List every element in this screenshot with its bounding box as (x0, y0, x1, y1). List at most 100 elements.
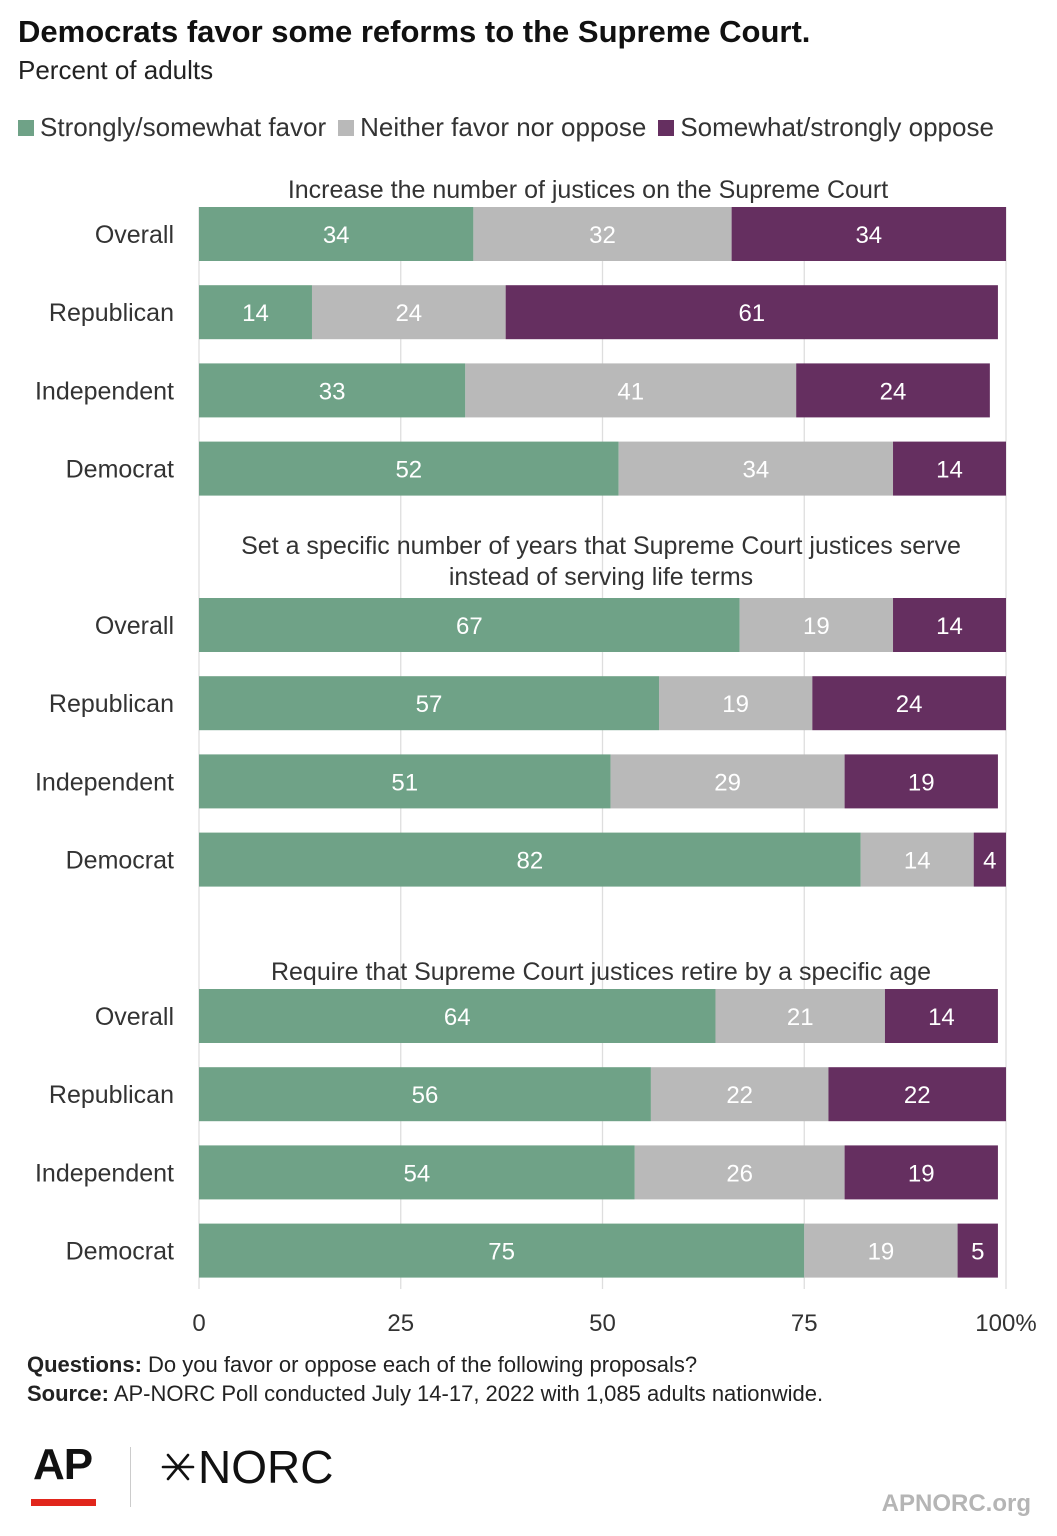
bar-value-label: 21 (787, 1004, 814, 1031)
panel-title: Require that Supreme Court justices reti… (271, 958, 931, 986)
bar-segment (796, 363, 990, 418)
row-label: Republican (49, 690, 174, 718)
row-label: Democrat (66, 1238, 174, 1266)
norc-star-icon (161, 1453, 195, 1481)
bar-segment (199, 989, 716, 1043)
bar-value-label: 24 (395, 300, 422, 327)
bar-segment (618, 441, 894, 496)
bar-segment (199, 441, 619, 496)
bar-value-label: 22 (726, 1082, 753, 1109)
ap-logo-underline (31, 1499, 96, 1506)
bar-value-label: 19 (908, 769, 935, 796)
bar-value-label: 67 (456, 613, 483, 640)
bar-segment (893, 598, 1006, 652)
questions-note: Questions: Do you favor or oppose each o… (27, 1350, 823, 1379)
chart-notes: Questions: Do you favor or oppose each o… (27, 1350, 823, 1408)
logo-divider (130, 1447, 131, 1507)
bar-segment (610, 754, 845, 809)
bar-value-label: 57 (416, 691, 443, 718)
bar-segment (199, 363, 466, 418)
source-text: AP-NORC Poll conducted July 14-17, 2022 … (108, 1381, 824, 1406)
bar-segment (844, 754, 998, 809)
bar-segment (658, 676, 813, 731)
bar-value-label: 34 (323, 222, 350, 249)
panel-title: Increase the number of justices on the S… (288, 176, 888, 204)
bar-segment (650, 1067, 829, 1122)
bar-value-label: 24 (880, 378, 907, 405)
row-label: Overall (95, 1003, 174, 1031)
bar-value-label: 33 (319, 378, 346, 405)
bar-segment (812, 676, 1006, 731)
x-tick-label: 75 (791, 1310, 818, 1337)
bar-value-label: 14 (936, 613, 963, 640)
bar-value-label: 75 (488, 1239, 515, 1266)
bar-value-label: 14 (242, 300, 269, 327)
bar-segment (199, 832, 861, 887)
bar-value-label: 19 (868, 1239, 895, 1266)
panel-title: Set a specific number of years that Supr… (241, 532, 961, 560)
bar-value-label: 82 (517, 848, 544, 875)
norc-logo: NORC (160, 1440, 333, 1494)
bar-segment (505, 285, 998, 340)
bar-segment (893, 441, 1006, 496)
legend-item-favor: Strongly/somewhat favor (18, 112, 326, 143)
bar-segment (957, 1223, 998, 1278)
stacked-bar-chart: 0 25 50 75 100% Increase the number of justic… (35, 176, 1037, 1337)
bar-segment (739, 598, 894, 652)
bar-value-label: 41 (617, 378, 644, 405)
bar-segment (311, 285, 506, 340)
legend-swatch-favor (18, 119, 34, 136)
row-label: Independent (35, 1159, 174, 1187)
site-url: APNORC.org (881, 1490, 1031, 1517)
bar-value-label: 5 (971, 1239, 984, 1266)
bar-value-label: 34 (855, 222, 882, 249)
bar-segment (844, 1145, 998, 1200)
bar-segment (884, 989, 998, 1043)
bar-segment (731, 207, 1006, 261)
bar-segment (973, 832, 1006, 887)
bar-value-label: 14 (904, 848, 931, 875)
bar-value-label: 52 (395, 457, 422, 484)
bar-value-label: 64 (444, 1004, 471, 1031)
row-label: Democrat (66, 847, 174, 875)
bar-segment (199, 1067, 651, 1122)
bar-segment (199, 1145, 635, 1200)
bar-segment (199, 676, 659, 731)
bar-segment (199, 1223, 805, 1278)
bar-value-label: 4 (983, 848, 996, 875)
source-label: Source: (27, 1381, 109, 1406)
bar-segment (804, 1223, 958, 1278)
source-note: Source: AP-NORC Poll conducted July 14-1… (27, 1379, 823, 1408)
bar-value-label: 29 (714, 769, 741, 796)
row-label: Overall (95, 221, 174, 249)
bar-segment (634, 1145, 845, 1200)
bar-value-label: 54 (404, 1160, 431, 1187)
bar-value-label: 51 (391, 769, 418, 796)
x-tick-label: 50 (589, 1310, 616, 1337)
row-label: Overall (95, 612, 174, 640)
legend-swatch-oppose (658, 119, 675, 136)
row-label: Republican (49, 299, 174, 327)
bar-segment (860, 832, 974, 887)
questions-text: Do you favor or oppose each of the follo… (141, 1352, 698, 1377)
bar-value-label: 26 (726, 1160, 753, 1187)
bar-value-label: 32 (589, 222, 616, 249)
legend-item-oppose: Somewhat/strongly oppose (658, 112, 994, 143)
bar-segment (199, 754, 611, 809)
bar-segment (199, 207, 474, 261)
legend-swatch-neither (338, 119, 355, 136)
bar-value-label: 34 (742, 457, 769, 484)
x-tick-label: 25 (387, 1310, 414, 1337)
bar-value-label: 19 (803, 613, 830, 640)
legend: Strongly/somewhat favor Neither favor no… (18, 112, 994, 143)
chart-title: Democrats favor some reforms to the Supr… (18, 14, 811, 49)
bar-segment (199, 285, 312, 340)
bar-value-label: 19 (722, 691, 749, 718)
row-label: Republican (49, 1081, 174, 1109)
bar-segment (199, 598, 740, 652)
bar-value-label: 14 (928, 1004, 955, 1031)
panel-title: instead of serving life terms (449, 563, 753, 591)
bar-segment (828, 1067, 1006, 1122)
row-label: Independent (35, 377, 174, 405)
bar-value-label: 56 (412, 1082, 439, 1109)
